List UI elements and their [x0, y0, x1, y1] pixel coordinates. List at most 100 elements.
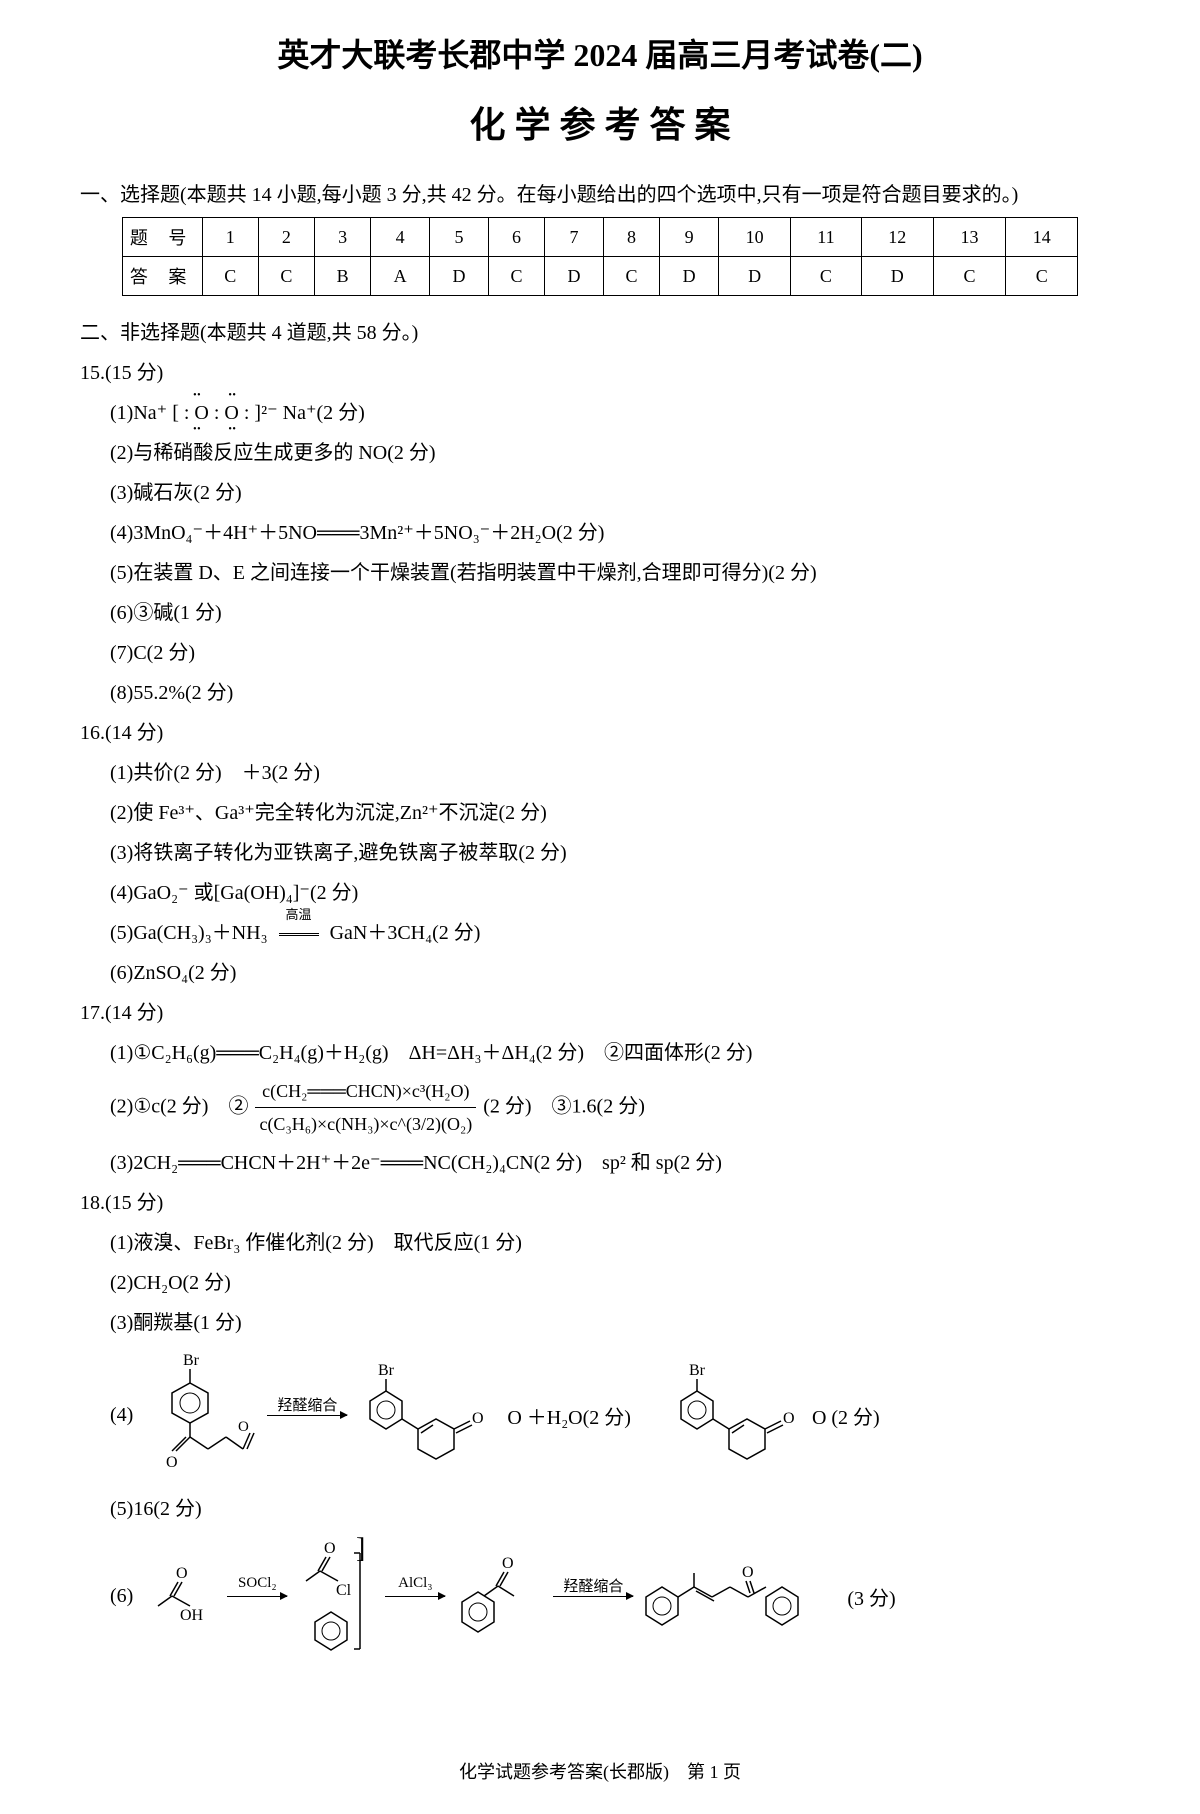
q15-a8: (8)55.2%(2 分): [110, 675, 1120, 711]
answer: C: [202, 257, 258, 296]
q16-a2: (2)使 Fe³⁺、Ga³⁺完全转化为沉淀,Zn²⁺不沉淀(2 分): [110, 795, 1120, 831]
answer: D: [430, 257, 489, 296]
svg-text:Br: Br: [183, 1352, 200, 1369]
molecule-icon: O OH: [148, 1562, 218, 1632]
q16-a1: (1)共价(2 分) ＋3(2 分): [110, 755, 1120, 791]
q18-a6-label: (6): [110, 1585, 133, 1608]
table-row: 答 案 C C B A D C D C D D C D C C: [122, 257, 1078, 296]
molecule-icon: O Cl ]: [296, 1537, 376, 1657]
molecule-icon: Br O: [356, 1361, 496, 1471]
svg-text:O: O: [238, 1419, 249, 1435]
qnum: 9: [660, 218, 719, 257]
answer: C: [791, 257, 861, 296]
q15-a3: (3)碱石灰(2 分): [110, 475, 1120, 511]
q15-a1-suffix: ]²⁻ Na⁺(2 分): [254, 402, 364, 424]
q16-a6: (6)ZnSO₄(2 分): [110, 955, 1120, 991]
row-label-a: 答 案: [122, 257, 202, 296]
answer: C: [258, 257, 314, 296]
q15-label: 15.(15 分): [80, 355, 1120, 391]
qnum: 5: [430, 218, 489, 257]
q17-a3: (3)2CH₂═══CHCN＋2H⁺＋2e⁻═══NC(CH₂)₄CN(2 分)…: [110, 1145, 1120, 1181]
svg-text:Br: Br: [689, 1362, 706, 1379]
lewis-o: • •: O :• •: [214, 395, 250, 431]
qnum: 12: [861, 218, 933, 257]
qnum: 11: [791, 218, 861, 257]
reaction-arrow: 高温: [273, 915, 325, 951]
row-label-q: 题 号: [122, 218, 202, 257]
arrow-label: 羟醛缩合: [277, 1394, 337, 1415]
svg-text:O: O: [783, 1410, 795, 1427]
answer: B: [315, 257, 371, 296]
arrow-label: AlCl₃: [398, 1575, 432, 1592]
answer: C: [933, 257, 1005, 296]
q18-a4-label: (4): [110, 1404, 133, 1427]
q17-a2: (2)①c(2 分) ② c(CH₂═══CHCN)×c³(H₂O) c(C₃H…: [110, 1075, 1120, 1141]
answer: D: [660, 257, 719, 296]
molecule-icon: Br O O: [148, 1351, 258, 1481]
q18-a4-row: (4) Br O O 羟醛缩合 Br O O ＋H₂O(2 分) Br: [110, 1351, 1120, 1481]
table-row: 题 号 1 2 3 4 5 6 7 8 9 10 11 12 13 14: [122, 218, 1078, 257]
answer: C: [603, 257, 659, 296]
q16-a5-prefix: (5)Ga(CH₃)₃＋NH₃: [110, 922, 268, 944]
q18-a6-text: (3 分): [847, 1582, 895, 1611]
q17-a2-suffix: (2 分) ③1.6(2 分): [483, 1095, 645, 1117]
section1-header: 一、选择题(本题共 14 小题,每小题 3 分,共 42 分。在每小题给出的四个…: [80, 178, 1120, 207]
q16-label: 16.(14 分): [80, 715, 1120, 751]
q15-a6: (6)③碱(1 分): [110, 595, 1120, 631]
q15-a1-prefix: (1)Na⁺ [: [110, 402, 179, 424]
svg-text:O: O: [742, 1564, 754, 1581]
q18-a1: (1)液溴、FeBr₃ 作催化剂(2 分) 取代反应(1 分): [110, 1225, 1120, 1261]
molecule-icon: O: [642, 1547, 842, 1647]
q16-a5: (5)Ga(CH₃)₃＋NH₃ 高温 GaN＋3CH₄(2 分): [110, 915, 1120, 951]
q18-a4-text2: O (2 分): [812, 1401, 880, 1430]
q18-a5: (5)16(2 分): [110, 1491, 1120, 1527]
reaction-arrow: 羟醛缩合: [553, 1596, 633, 1597]
frac-num: c(CH₂═══CHCN)×c³(H₂O): [255, 1075, 476, 1108]
answer-table: 题 号 1 2 3 4 5 6 7 8 9 10 11 12 13 14 答 案…: [122, 217, 1079, 296]
q15-a1: (1)Na⁺ [ • •: O• • • •: O :• • ]²⁻ Na⁺(2…: [110, 395, 1120, 431]
q17-label: 17.(14 分): [80, 995, 1120, 1031]
qnum: 3: [315, 218, 371, 257]
qnum: 10: [718, 218, 790, 257]
q18-a6-row: (6) O OH SOCl₂ O Cl ] AlCl₃ O 羟: [110, 1537, 1120, 1657]
svg-text:O: O: [166, 1454, 178, 1471]
q16-a5-suffix: GaN＋3CH₄(2 分): [330, 922, 481, 944]
q15-a4: (4)3MnO₄⁻＋4H⁺＋5NO═══3Mn²⁺＋5NO₃⁻＋2H₂O(2 分…: [110, 515, 1120, 551]
q18-a2: (2)CH₂O(2 分): [110, 1265, 1120, 1301]
q18-a3: (3)酮羰基(1 分): [110, 1305, 1120, 1341]
frac-den: c(C₃H₆)×c(NH₃)×c^(3/2)(O₂): [255, 1108, 476, 1140]
q17-a2-prefix: (2)①c(2 分) ②: [110, 1095, 248, 1117]
section2-header: 二、非选择题(本题共 4 道题,共 58 分。): [80, 316, 1120, 345]
answer: C: [488, 257, 544, 296]
qnum: 4: [371, 218, 430, 257]
svg-text:O: O: [324, 1540, 336, 1557]
svg-text:Cl: Cl: [336, 1582, 352, 1599]
answer: D: [718, 257, 790, 296]
title-main: 长郡中学 2024 届高三月考试卷(二): [437, 37, 922, 73]
q15-a7: (7)C(2 分): [110, 635, 1120, 671]
q15-a2: (2)与稀硝酸反应生成更多的 NO(2 分): [110, 435, 1120, 471]
svg-text:Br: Br: [378, 1362, 395, 1379]
reaction-arrow: AlCl₃: [385, 1596, 445, 1597]
svg-text:O: O: [472, 1410, 484, 1427]
qnum: 8: [603, 218, 659, 257]
title-prefix: 英才大联考: [277, 37, 437, 73]
q16-a3: (3)将铁离子转化为亚铁离子,避免铁离子被萃取(2 分): [110, 835, 1120, 871]
svg-text:O: O: [502, 1555, 514, 1572]
arrow-label: 羟醛缩合: [563, 1575, 623, 1596]
svg-text:OH: OH: [180, 1607, 204, 1624]
qnum: 1: [202, 218, 258, 257]
fraction: c(CH₂═══CHCN)×c³(H₂O) c(C₃H₆)×c(NH₃)×c^(…: [255, 1075, 476, 1141]
q18-a4-text: O ＋H₂O(2 分): [507, 1401, 631, 1430]
exam-title: 英才大联考长郡中学 2024 届高三月考试卷(二): [80, 30, 1120, 76]
qnum: 13: [933, 218, 1005, 257]
page-footer: 化学试题参考答案(长郡版) 第 1 页: [0, 1758, 1200, 1784]
reaction-arrow: SOCl₂: [227, 1596, 287, 1597]
q15-a5: (5)在装置 D、E 之间连接一个干燥装置(若指明装置中干燥剂,合理即可得分)(…: [110, 555, 1120, 591]
answer: A: [371, 257, 430, 296]
lewis-o: • •: O• •: [184, 395, 209, 431]
molecule-icon: Br O: [667, 1361, 807, 1471]
svg-text:O: O: [176, 1565, 188, 1582]
answer: D: [545, 257, 604, 296]
q17-a1: (1)①C₂H₆(g)═══C₂H₄(g)＋H₂(g) ΔH=ΔH₃＋ΔH₄(2…: [110, 1035, 1120, 1071]
